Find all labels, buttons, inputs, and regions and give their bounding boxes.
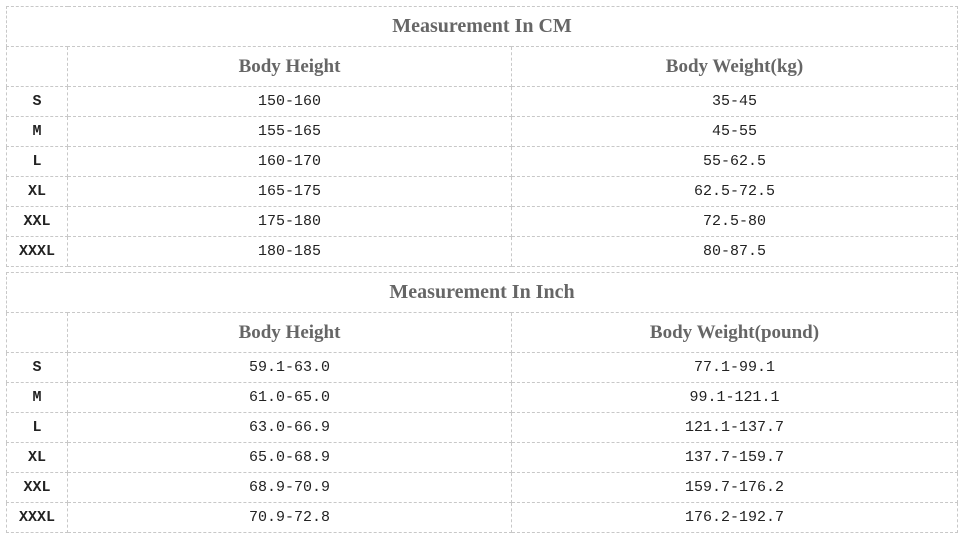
title-row: Measurement In CM <box>6 6 958 47</box>
data-row: S 150-160 35-45 <box>6 86 958 117</box>
title-row: Measurement In Inch <box>6 272 958 313</box>
size-cell: XXXL <box>6 502 68 533</box>
data-row: S 59.1-63.0 77.1-99.1 <box>6 352 958 383</box>
data-cell: 159.7-176.2 <box>511 472 958 503</box>
size-cell: XXL <box>6 206 68 237</box>
data-cell: 35-45 <box>511 86 958 117</box>
data-cell: 176.2-192.7 <box>511 502 958 533</box>
data-row: XXXL 70.9-72.8 176.2-192.7 <box>6 502 958 533</box>
data-cell: 70.9-72.8 <box>67 502 512 533</box>
data-cell: 77.1-99.1 <box>511 352 958 383</box>
size-cell: L <box>6 146 68 177</box>
data-row: XXL 175-180 72.5-80 <box>6 206 958 237</box>
table-title: Measurement In CM <box>6 6 958 47</box>
data-row: L 63.0-66.9 121.1-137.7 <box>6 412 958 443</box>
data-cell: 165-175 <box>67 176 512 207</box>
data-cell: 175-180 <box>67 206 512 237</box>
data-row: XL 65.0-68.9 137.7-159.7 <box>6 442 958 473</box>
header-cell: Body Height <box>67 312 512 353</box>
data-cell: 63.0-66.9 <box>67 412 512 443</box>
size-cell: L <box>6 412 68 443</box>
data-row: XL 165-175 62.5-72.5 <box>6 176 958 207</box>
data-cell: 59.1-63.0 <box>67 352 512 383</box>
data-cell: 150-160 <box>67 86 512 117</box>
size-cell: XXL <box>6 472 68 503</box>
header-row: Body Height Body Weight(pound) <box>6 312 958 353</box>
data-row: XXL 68.9-70.9 159.7-176.2 <box>6 472 958 503</box>
data-cell: 62.5-72.5 <box>511 176 958 207</box>
header-row: Body Height Body Weight(kg) <box>6 46 958 87</box>
size-cell: S <box>6 352 68 383</box>
size-cell: M <box>6 116 68 147</box>
size-cell: M <box>6 382 68 413</box>
header-cell <box>6 46 68 87</box>
size-table: Measurement In CM Body Height Body Weight(… <box>6 6 958 267</box>
data-cell: 61.0-65.0 <box>67 382 512 413</box>
size-cell: S <box>6 86 68 117</box>
data-cell: 180-185 <box>67 236 512 267</box>
data-row: M 61.0-65.0 99.1-121.1 <box>6 382 958 413</box>
size-cell: XXXL <box>6 236 68 267</box>
data-cell: 55-62.5 <box>511 146 958 177</box>
size-table: Measurement In Inch Body Height Body Weigh… <box>6 272 958 533</box>
data-cell: 65.0-68.9 <box>67 442 512 473</box>
data-row: L 160-170 55-62.5 <box>6 146 958 177</box>
data-cell: 72.5-80 <box>511 206 958 237</box>
data-cell: 99.1-121.1 <box>511 382 958 413</box>
data-cell: 80-87.5 <box>511 236 958 267</box>
header-cell <box>6 312 68 353</box>
header-cell: Body Weight(pound) <box>511 312 958 353</box>
data-cell: 45-55 <box>511 116 958 147</box>
data-cell: 160-170 <box>67 146 512 177</box>
size-cell: XL <box>6 176 68 207</box>
data-row: M 155-165 45-55 <box>6 116 958 147</box>
table-title: Measurement In Inch <box>6 272 958 313</box>
size-cell: XL <box>6 442 68 473</box>
data-cell: 137.7-159.7 <box>511 442 958 473</box>
data-cell: 155-165 <box>67 116 512 147</box>
data-cell: 68.9-70.9 <box>67 472 512 503</box>
data-row: XXXL 180-185 80-87.5 <box>6 236 958 267</box>
data-cell: 121.1-137.7 <box>511 412 958 443</box>
header-cell: Body Height <box>67 46 512 87</box>
header-cell: Body Weight(kg) <box>511 46 958 87</box>
